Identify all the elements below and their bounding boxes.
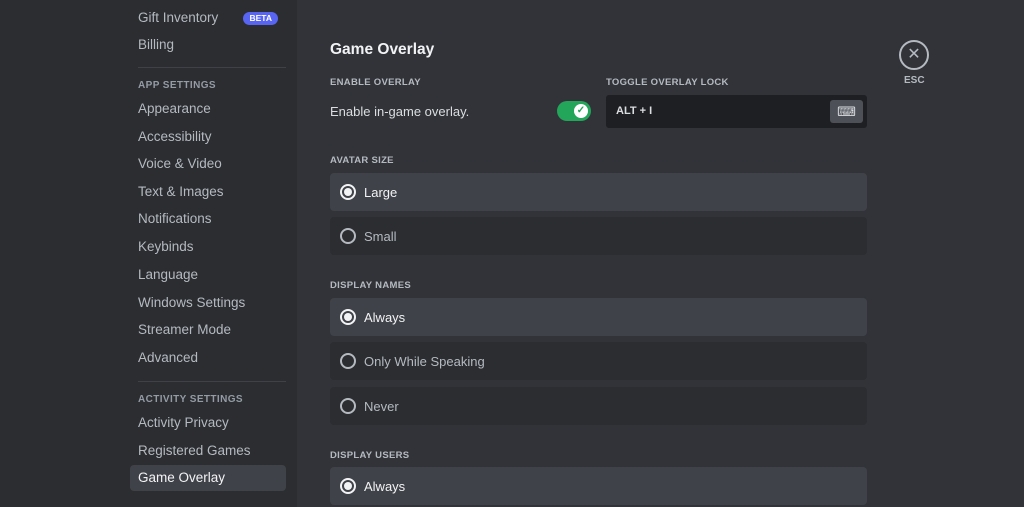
enable-overlay-toggle[interactable]: ✓ [557,101,591,121]
radio-users-always[interactable]: Always [330,467,867,505]
sidebar-item-keybinds[interactable]: Keybinds [130,234,286,260]
radio-label: Never [364,398,399,414]
radio-names-never[interactable]: Never [330,387,867,425]
radio-names-speaking[interactable]: Only While Speaking [330,342,867,380]
sidebar-item-activity-privacy[interactable]: Activity Privacy [130,410,286,436]
radio-label: Only While Speaking [364,353,485,369]
sidebar-item-language[interactable]: Language [130,262,286,288]
sidebar-item-label: Registered Games [138,443,251,458]
enable-overlay-text: Enable in-game overlay. [330,104,470,119]
sidebar-item-label: Windows Settings [138,295,246,310]
avatar-size-label: AVATAR SIZE [330,155,394,166]
sidebar-item-label: Text & Images [138,184,224,199]
settings-sidebar: Gift Inventory BETA Billing APP SETTINGS … [0,0,297,507]
sidebar-item-label: Billing [138,37,175,52]
divider [138,67,286,68]
sidebar-item-label: Appearance [138,101,211,116]
sidebar-item-gift-inventory[interactable]: Gift Inventory BETA [130,5,286,31]
activity-settings-header: ACTIVITY SETTINGS [138,394,243,405]
radio-names-always[interactable]: Always [330,298,867,336]
radio-selected-icon [340,309,356,325]
display-names-label: DISPLAY NAMES [330,280,411,291]
sidebar-item-notifications[interactable]: Notifications [130,206,286,232]
sidebar-item-label: Activity Privacy [138,415,229,430]
radio-label: Small [364,228,397,244]
radio-avatar-large[interactable]: Large [330,173,867,211]
sidebar-item-label: Game Overlay [138,470,226,485]
radio-unselected-icon [340,228,356,244]
sidebar-item-billing[interactable]: Billing [130,32,286,58]
sidebar-item-accessibility[interactable]: Accessibility [130,124,286,150]
enable-overlay-label: ENABLE OVERLAY [330,77,421,88]
sidebar-item-label: Language [138,267,199,282]
beta-badge: BETA [243,11,278,25]
radio-label: Always [364,309,406,325]
sidebar-item-label: Keybinds [138,239,194,254]
sidebar-item-advanced[interactable]: Advanced [130,345,286,371]
keyboard-icon[interactable]: ⌨ [830,100,863,123]
app-settings-header: APP SETTINGS [138,80,216,91]
sidebar-item-voice-video[interactable]: Voice & Video [130,151,286,177]
toggle-overlay-lock-label: TOGGLE OVERLAY LOCK [606,77,729,88]
radio-selected-icon [340,478,356,494]
keybind-input[interactable]: ALT + I ⌨ [606,95,867,128]
sidebar-item-windows-settings[interactable]: Windows Settings [130,290,286,316]
sidebar-item-label: Accessibility [138,129,212,144]
sidebar-item-registered-games[interactable]: Registered Games [130,438,286,464]
sidebar-item-label: Gift Inventory [138,10,219,25]
sidebar-item-streamer-mode[interactable]: Streamer Mode [130,317,286,343]
radio-label: Always [364,478,406,494]
divider [138,381,286,382]
esc-label: ESC [904,75,925,86]
keybind-value: ALT + I [616,105,653,117]
close-icon[interactable]: ✕ [899,40,929,70]
sidebar-item-game-overlay[interactable]: Game Overlay [130,465,286,491]
radio-unselected-icon [340,398,356,414]
sidebar-item-label: Voice & Video [138,156,222,171]
radio-unselected-icon [340,353,356,369]
sidebar-item-label: Notifications [138,211,212,226]
page-title: Game Overlay [330,41,435,58]
sidebar-item-text-images[interactable]: Text & Images [130,179,286,205]
sidebar-item-label: Streamer Mode [138,322,232,337]
radio-selected-icon [340,184,356,200]
display-users-label: DISPLAY USERS [330,450,410,461]
check-icon: ✓ [574,104,588,118]
radio-avatar-small[interactable]: Small [330,217,867,255]
sidebar-item-label: Advanced [138,350,199,365]
sidebar-item-appearance[interactable]: Appearance [130,96,286,122]
radio-label: Large [364,184,398,200]
